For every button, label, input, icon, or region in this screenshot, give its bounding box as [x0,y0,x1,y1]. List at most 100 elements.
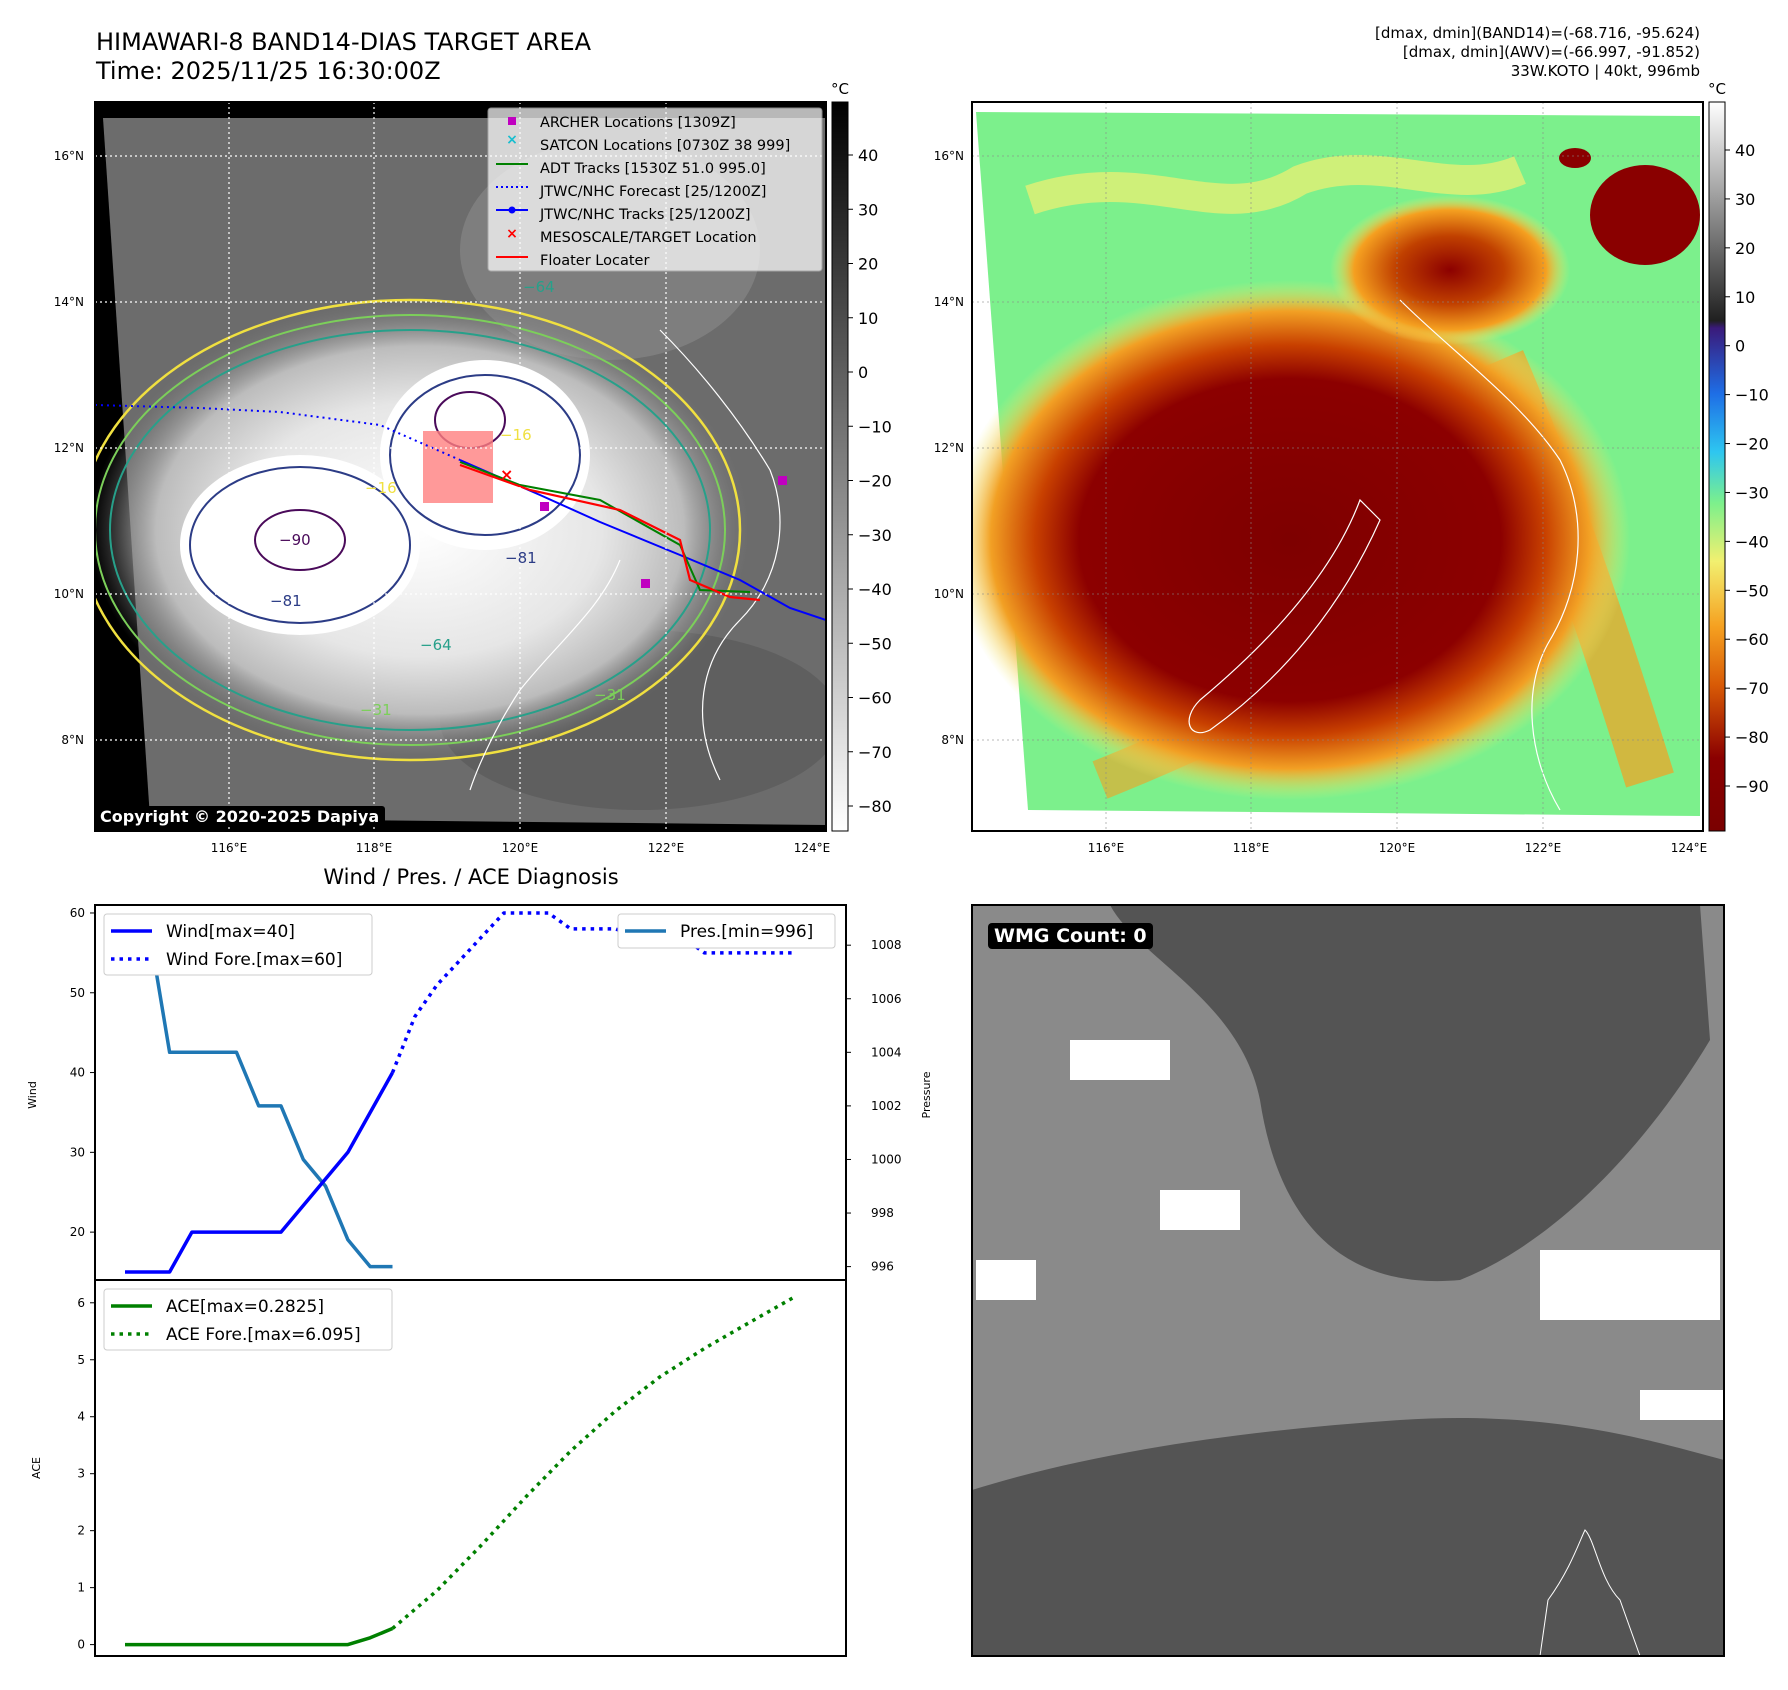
ace-plot [125,1295,795,1647]
colorbar-tick-label: 30 [1735,190,1755,209]
y-tick-label: 60 [70,906,85,920]
lat-label: 14°N [54,295,84,309]
target-location-marker: × [500,465,513,484]
lon-label: 124°E [794,841,831,855]
y-tick-label: 50 [70,986,85,1000]
map-gridlines [972,102,1703,831]
info-line3: 33W.KOTO | 40kt, 996mb [1510,62,1700,80]
colorbar-tick-label: 0 [858,363,868,382]
y-tick-label: 1008 [871,938,902,952]
colorbar-unit: °C [1708,80,1726,98]
y-tick-label: 1004 [871,1045,902,1059]
warm-band [1025,155,1526,215]
contour-label: −16 [365,479,397,497]
lat-label: 16°N [54,149,84,163]
lat-label: 16°N [934,149,964,163]
legend-label: ARCHER Locations [1309Z] [540,115,736,131]
colorbar-tick-label: −80 [858,797,892,816]
contour-teal [109,329,711,731]
y-tick-label: 1000 [871,1152,902,1166]
series-line [125,1626,394,1647]
colorbar-tick-label: −40 [858,580,892,599]
colorbar-unit: °C [831,80,849,98]
contour-label-group: −90 −81 −81 −64 −64 −31 −31 −16 −16 [270,278,626,719]
adt-track [459,461,751,593]
y-tick-label: 20 [70,1225,85,1239]
colorbar-tick-label: 40 [1735,141,1755,160]
wmg-white-patch [976,1260,1036,1300]
ace-ticks: 0 1 2 3 4 5 6 [77,1296,95,1652]
contour-label: −16 [500,426,532,444]
map-frame [94,101,827,832]
archer-location [540,502,549,511]
map-frame [971,101,1704,832]
title-line1: HIMAWARI-8 BAND14-DIAS TARGET AREA [96,28,592,56]
wmg-dark-region [972,1418,1724,1656]
contour-navy [189,466,411,624]
lon-label: 124°E [1671,841,1708,855]
contour-label: −81 [505,549,537,567]
y-tick-label: 1 [77,1581,85,1595]
lat-label: 8°N [941,733,964,747]
pres-legend-label: Pres.[min=996] [680,922,813,942]
cold-top-region [1590,165,1700,265]
colorbar-tick-label: −90 [1735,777,1769,796]
lon-label: 120°E [1379,841,1416,855]
colorbar-tick-label: −30 [1735,483,1769,502]
contour-navy [389,374,581,536]
colorbar-tick-label: −10 [1735,386,1769,405]
ace-legend-box [103,1288,393,1351]
lon-label: 120°E [502,841,539,855]
floater-locater-track [459,463,761,602]
wmg-white-patch [1070,1040,1170,1080]
colorbar-tick-label: 10 [1735,288,1755,307]
contour-label: −31 [360,701,392,719]
y-tick-label: 3 [77,1467,85,1481]
info-line2: [dmax, dmin](AWV)=(-66.997, -91.852) [1402,43,1700,61]
lon-label: 122°E [648,841,685,855]
series-line [125,1071,395,1274]
awv-colorbar [1708,101,1726,832]
info-line1: [dmax, dmin](BAND14)=(-68.716, -95.624) [1375,24,1700,42]
y-tick-label: 0 [77,1638,85,1652]
legend-marker-satcon: × [506,132,518,148]
header-title: HIMAWARI-8 BAND14-DIAS TARGET AREA Time:… [96,28,591,86]
cold-top-region [972,280,1630,800]
wmg-frame [971,904,1725,1657]
ace-panel: 0 1 2 3 4 5 6 ACE ACE[max=0.2825] ACE Fore.[ma… [30,1279,847,1657]
lon-label: 116°E [1088,841,1125,855]
lat-label: 12°N [934,441,964,455]
colorbar-ticks: 40 30 20 10 0 −10 −20 −30 −40 −50 −60 −70 −80 −90 [1725,141,1769,796]
contour-label: −64 [523,278,555,296]
contour-purple [254,509,346,571]
archer-location [778,476,787,485]
colorbar-tick-label: −60 [1735,630,1769,649]
series-line [391,1295,795,1630]
band14-map: × −90 −81 −81 −64 −64 −31 −31 −16 −16 [54,80,892,855]
y-tick-label: 40 [70,1066,85,1080]
ace-fore-legend-label: ACE Fore.[max=6.095] [166,1325,361,1345]
legend-label: JTWC/NHC Forecast [25/1200Z] [539,184,766,200]
copyright-badge: Copyright © 2020-2025 Dapiya [94,806,386,827]
legend-label: ADT Tracks [1530Z 51.0 995.0] [540,161,766,177]
ace-legend-label: ACE[max=0.2825] [166,1297,324,1317]
coastline [659,329,781,781]
wmg-white-patch [1640,1390,1724,1420]
map-legend: × × ARCHER Locations [1309Z] SATCON Loca… [487,107,823,272]
legend-box [487,107,823,272]
pressure-ticks: 996 998 1000 1002 1004 1006 1008 [846,938,902,1274]
colorbar-ticks: 40 30 20 10 0 −10 −20 −30 −40 −50 −60 −70 −80 [848,146,892,816]
y-tick-label: 1006 [871,992,902,1006]
legend-label: Floater Locater [540,253,649,269]
cold-top-region [1330,195,1570,345]
lat-label: 14°N [934,295,964,309]
colorbar-tick-label: 40 [858,146,878,165]
legend-label: MESOSCALE/TARGET Location [540,230,757,246]
colorbar-tick-label: −70 [1735,679,1769,698]
lon-label: 118°E [1233,841,1270,855]
y-tick-label: 30 [70,1145,85,1159]
legend-label: SATCON Locations [0730Z 38 999] [540,138,790,154]
colorbar-tick-label: −40 [1735,532,1769,551]
wind-pressure-panel: 20 30 40 50 60 996 998 1000 1002 1004 1006 1008 Wi… [26,904,933,1281]
series-line [390,911,794,1074]
